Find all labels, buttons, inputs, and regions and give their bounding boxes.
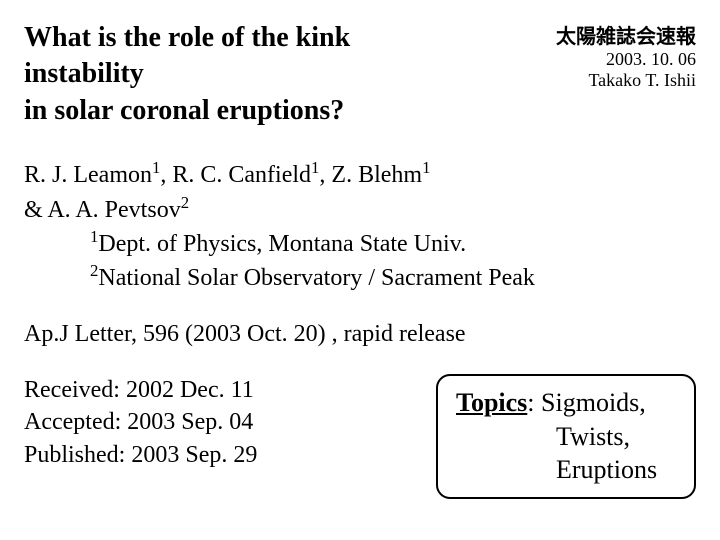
meta-block: 太陽雑誌会速報 2003. 10. 06 Takako T. Ishii: [556, 20, 696, 91]
meta-presenter: Takako T. Ishii: [556, 70, 696, 91]
author-2: R. C. Canfield: [172, 162, 311, 188]
slide-container: What is the role of the kink instability…: [0, 0, 720, 519]
topics-box: Topics: Sigmoids, Twists, Eruptions: [436, 374, 696, 499]
dates-block: Received: 2002 Dec. 11 Accepted: 2003 Se…: [24, 374, 257, 471]
bottom-row: Received: 2002 Dec. 11 Accepted: 2003 Se…: [24, 374, 696, 499]
sep-1: ,: [160, 162, 172, 188]
affil-1-text: Dept. of Physics, Montana State Univ.: [98, 231, 466, 257]
topics-line2: Twists,: [456, 420, 676, 454]
amp: &: [24, 197, 47, 223]
affil-2-text: National Solar Observatory / Sacrament P…: [98, 265, 535, 291]
author-3: Z. Blehm: [331, 162, 422, 188]
authors-block: R. J. Leamon1, R. C. Canfield1, Z. Blehm…: [24, 157, 696, 295]
topic-3: Eruptions: [556, 455, 657, 484]
author-3-sup: 1: [422, 158, 430, 177]
topics-sep: :: [527, 388, 541, 417]
topics-label: Topics: [456, 388, 527, 417]
sep-2: ,: [319, 162, 331, 188]
title-line1: What is the role of the kink instability: [24, 22, 350, 89]
date-received: Received: 2002 Dec. 11: [24, 374, 257, 406]
author-4: A. A. Pevtsov: [47, 197, 180, 223]
authors-line1: R. J. Leamon1, R. C. Canfield1, Z. Blehm…: [24, 157, 696, 191]
authors-line2: & A. A. Pevtsov2: [24, 192, 696, 226]
header-row: What is the role of the kink instability…: [24, 20, 696, 129]
journal-ref: Ap.J Letter, 596 (2003 Oct. 20) , rapid …: [24, 321, 696, 348]
meta-date: 2003. 10. 06: [556, 49, 696, 70]
topic-1: Sigmoids,: [541, 388, 646, 417]
author-1: R. J. Leamon: [24, 162, 152, 188]
meta-journal-jp: 太陽雑誌会速報: [556, 20, 696, 49]
title-line2: in solar coronal eruptions?: [24, 95, 344, 126]
slide-title: What is the role of the kink instability…: [24, 20, 464, 129]
date-published: Published: 2003 Sep. 29: [24, 439, 257, 471]
affiliation-1: 1Dept. of Physics, Montana State Univ.: [90, 226, 696, 260]
date-accepted: Accepted: 2003 Sep. 04: [24, 406, 257, 438]
affiliation-2: 2National Solar Observatory / Sacrament …: [90, 260, 696, 294]
topics-line3: Eruptions: [456, 453, 676, 487]
topic-2: Twists,: [556, 422, 630, 451]
topics-line1: Topics: Sigmoids,: [456, 386, 676, 420]
author-4-sup: 2: [181, 193, 189, 212]
